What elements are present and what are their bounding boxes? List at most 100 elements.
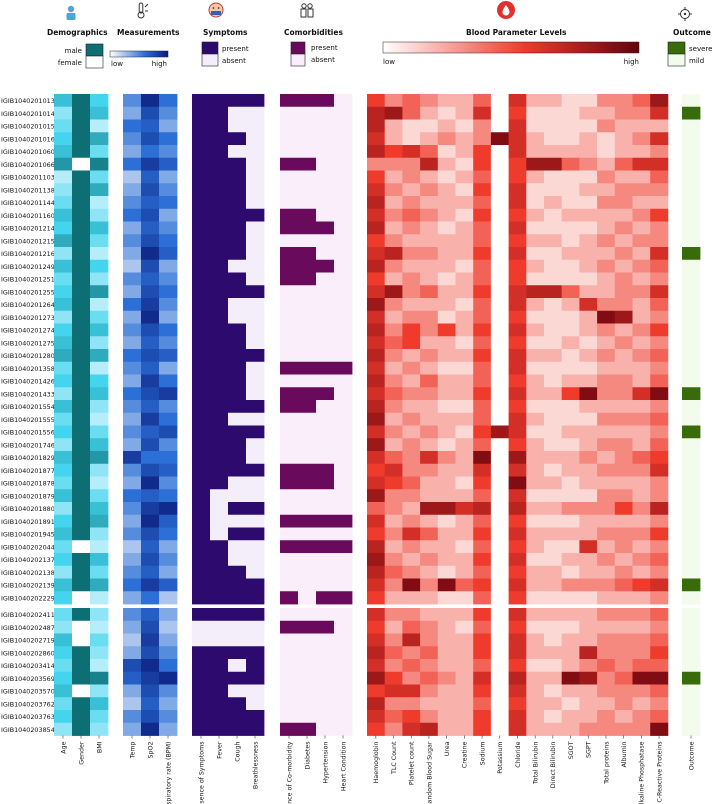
- heatmap-cell: [334, 578, 353, 592]
- heatmap-cell: [280, 259, 299, 273]
- heatmap-cell: [159, 234, 178, 248]
- heatmap-cell: [614, 476, 633, 490]
- heatmap-cell: [159, 400, 178, 414]
- heatmap-cell: [228, 578, 247, 592]
- heatmap-cell: [228, 94, 247, 108]
- heatmap-cell: [526, 591, 545, 605]
- heatmap-cell: [508, 722, 527, 736]
- heatmap-cell: [90, 722, 109, 736]
- heatmap-cell: [437, 633, 456, 647]
- heatmap-cell: [141, 183, 160, 197]
- heatmap-cell: [384, 183, 403, 197]
- heatmap-cell: [561, 234, 580, 248]
- heatmap-cell: [614, 697, 633, 711]
- heatmap-cell: [384, 514, 403, 528]
- heatmap-cell: [632, 374, 651, 388]
- heatmap-cell: [402, 412, 421, 426]
- legend-swatch-male: [85, 43, 104, 57]
- heatmap-cell: [246, 285, 265, 299]
- heatmap-cell: [561, 514, 580, 528]
- heatmap-cell: [614, 170, 633, 184]
- heatmap-cell: [228, 659, 247, 673]
- heatmap-cell: [682, 514, 701, 528]
- heatmap-cell: [402, 476, 421, 490]
- heatmap-cell: [228, 323, 247, 337]
- heatmap-cell: [298, 196, 317, 210]
- heatmap-cell: [316, 722, 335, 736]
- heatmap-cell: [597, 684, 616, 698]
- row-label: IGIB1040201426: [1, 378, 55, 386]
- heatmap-cell: [579, 170, 598, 184]
- heatmap-cell: [490, 425, 509, 439]
- heatmap-cell: [402, 272, 421, 286]
- heatmap-cell: [402, 336, 421, 350]
- heatmap-cell: [72, 671, 91, 685]
- heatmap-cell: [54, 272, 73, 286]
- heatmap-cell: [334, 527, 353, 541]
- row-label: IGIB1040201015: [1, 123, 55, 131]
- row-label: IGIB1040201144: [1, 199, 55, 207]
- heatmap-cell: [614, 119, 633, 133]
- heatmap-cell: [210, 400, 229, 414]
- heatmap-cell: [141, 272, 160, 286]
- heatmap-cell: [334, 514, 353, 528]
- heatmap-cell: [72, 710, 91, 724]
- heatmap-cell: [650, 540, 669, 554]
- heatmap-cell: [72, 94, 91, 108]
- legend-label-absent: absent: [222, 57, 246, 65]
- heatmap-cell: [334, 349, 353, 363]
- heatmap-cell: [159, 387, 178, 401]
- heatmap-cell: [437, 247, 456, 261]
- heatmap-cell: [455, 489, 474, 503]
- heatmap-cell: [579, 591, 598, 605]
- heatmap-cell: [650, 659, 669, 673]
- legend-swatch-female: [85, 55, 104, 69]
- heatmap-cell: [561, 400, 580, 414]
- heatmap-cell: [597, 298, 616, 312]
- row-label: IGIB1040201013: [1, 97, 55, 105]
- heatmap-cell: [192, 336, 211, 350]
- heatmap-cell: [367, 94, 386, 108]
- heatmap-cell: [159, 514, 178, 528]
- heatmap-cell: [579, 374, 598, 388]
- heatmap-cell: [508, 502, 527, 516]
- column-label: Temp: [129, 741, 136, 759]
- heatmap-cell: [90, 489, 109, 503]
- heatmap-cell: [367, 208, 386, 222]
- heatmap-cell: [123, 374, 142, 388]
- heatmap-cell: [597, 247, 616, 261]
- heatmap-cell: [316, 145, 335, 159]
- heatmap-cell: [246, 578, 265, 592]
- heatmap-cell: [614, 412, 633, 426]
- heatmap-cell: [650, 106, 669, 120]
- heatmap-cell: [316, 400, 335, 414]
- legend-label-comorbidity-absent: absent: [311, 56, 335, 64]
- heatmap-cell: [246, 106, 265, 120]
- heatmap-cell: [298, 349, 317, 363]
- heatmap-cell: [54, 310, 73, 324]
- heatmap-cell: [420, 400, 439, 414]
- heatmap-cell: [123, 451, 142, 465]
- heatmap-cell: [597, 489, 616, 503]
- heatmap-cell: [579, 349, 598, 363]
- heatmap-cell: [490, 710, 509, 724]
- heatmap-cell: [650, 438, 669, 452]
- heatmap-cell: [316, 387, 335, 401]
- heatmap-cell: [298, 633, 317, 647]
- heatmap-cell: [473, 387, 492, 401]
- heatmap-cell: [402, 527, 421, 541]
- heatmap-cell: [544, 310, 563, 324]
- heatmap-cell: [54, 565, 73, 579]
- heatmap-cell: [455, 553, 474, 567]
- heatmap-cell: [682, 400, 701, 414]
- heatmap-cell: [159, 183, 178, 197]
- heatmap-cell: [597, 608, 616, 622]
- heatmap-cell: [579, 247, 598, 261]
- legend-swatch-comorbidity-absent: [290, 53, 306, 67]
- heatmap-cell: [490, 591, 509, 605]
- heatmap-cell: [123, 489, 142, 503]
- heatmap-cell: [192, 620, 211, 634]
- heatmap-cell: [298, 208, 317, 222]
- heatmap-cell: [280, 387, 299, 401]
- heatmap-cell: [682, 208, 701, 222]
